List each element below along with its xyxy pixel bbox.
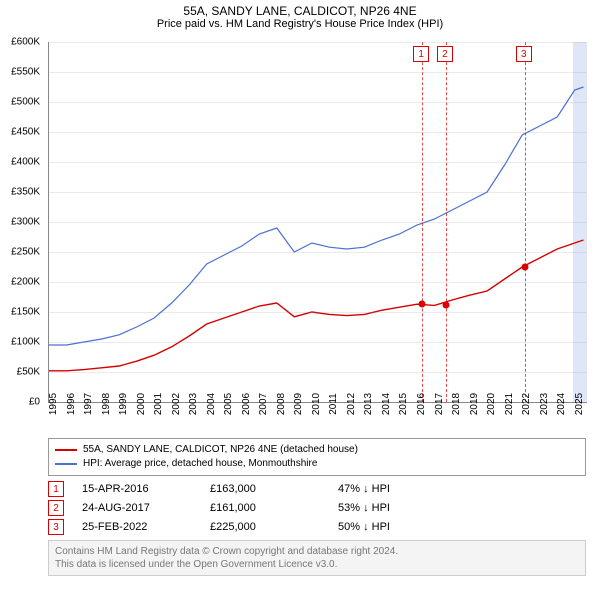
x-tick-label: 2024 (556, 393, 567, 415)
gridline (48, 72, 586, 73)
x-tick-label: 2022 (521, 393, 532, 415)
event-price: £225,000 (210, 521, 320, 533)
x-tick-label: 2008 (276, 393, 287, 415)
x-tick-label: 2017 (434, 393, 445, 415)
footer-line: This data is licensed under the Open Gov… (55, 558, 579, 571)
event-delta: 47% ↓ HPI (338, 483, 448, 495)
gridline (48, 252, 586, 253)
x-tick-label: 2015 (398, 393, 409, 415)
event-marker-box: 3 (516, 46, 532, 62)
x-tick-label: 2002 (171, 393, 182, 415)
y-tick-label: £300K (0, 217, 40, 228)
y-tick-label: £200K (0, 277, 40, 288)
legend-item: 55A, SANDY LANE, CALDICOT, NP26 4NE (det… (55, 443, 579, 457)
x-tick-label: 2011 (328, 393, 339, 415)
gridline (48, 42, 586, 43)
event-delta: 53% ↓ HPI (338, 502, 448, 514)
event-num-box: 3 (48, 519, 64, 535)
x-tick-label: 2006 (241, 393, 252, 415)
gridline (48, 372, 586, 373)
x-tick-label: 2012 (346, 393, 357, 415)
x-tick-label: 2003 (188, 393, 199, 415)
x-tick-label: 2004 (206, 393, 217, 415)
y-tick-label: £0 (0, 397, 40, 408)
x-tick-label: 2019 (469, 393, 480, 415)
x-tick-label: 2021 (504, 393, 515, 415)
y-tick-label: £150K (0, 307, 40, 318)
chart-subtitle: Price paid vs. HM Land Registry's House … (0, 18, 600, 32)
y-tick-label: £100K (0, 337, 40, 348)
x-tick-label: 1998 (101, 393, 112, 415)
gridline (48, 282, 586, 283)
event-price: £161,000 (210, 502, 320, 514)
y-tick-label: £500K (0, 97, 40, 108)
event-row: 2 24-AUG-2017 £161,000 53% ↓ HPI (48, 500, 586, 516)
x-tick-label: 2014 (381, 393, 392, 415)
x-tick-label: 2001 (153, 393, 164, 415)
x-tick-label: 2025 (574, 393, 585, 415)
event-marker-box: 2 (437, 46, 453, 62)
event-marker-box: 1 (413, 46, 429, 62)
legend-item: HPI: Average price, detached house, Monm… (55, 457, 579, 471)
x-tick-label: 2005 (223, 393, 234, 415)
event-delta: 50% ↓ HPI (338, 521, 448, 533)
legend-label: HPI: Average price, detached house, Monm… (83, 457, 317, 471)
x-tick-label: 2010 (311, 393, 322, 415)
gridline (48, 222, 586, 223)
event-dot (419, 301, 426, 308)
x-tick-label: 2023 (539, 393, 550, 415)
event-dot (442, 302, 449, 309)
event-price: £163,000 (210, 483, 320, 495)
y-tick-label: £450K (0, 127, 40, 138)
event-row: 3 25-FEB-2022 £225,000 50% ↓ HPI (48, 519, 586, 535)
event-dot (521, 264, 528, 271)
event-date: 25-FEB-2022 (82, 521, 192, 533)
y-tick-label: £350K (0, 187, 40, 198)
legend-label: 55A, SANDY LANE, CALDICOT, NP26 4NE (det… (83, 443, 358, 457)
y-tick-label: £250K (0, 247, 40, 258)
x-tick-label: 1996 (66, 393, 77, 415)
event-date: 24-AUG-2017 (82, 502, 192, 514)
x-tick-label: 1999 (118, 393, 129, 415)
x-tick-label: 2018 (451, 393, 462, 415)
legend-swatch (55, 449, 77, 451)
events-table: 1 15-APR-2016 £163,000 47% ↓ HPI 2 24-AUG-201… (48, 478, 586, 538)
y-tick-label: £50K (0, 367, 40, 378)
x-tick-label: 2020 (486, 393, 497, 415)
gridline (48, 192, 586, 193)
gridline (48, 132, 586, 133)
gridline (48, 162, 586, 163)
x-tick-label: 2013 (363, 393, 374, 415)
event-row: 1 15-APR-2016 £163,000 47% ↓ HPI (48, 481, 586, 497)
x-tick-label: 2007 (258, 393, 269, 415)
x-tick-label: 1997 (83, 393, 94, 415)
x-tick-label: 2009 (293, 393, 304, 415)
footer-box: Contains HM Land Registry data © Crown c… (48, 540, 586, 576)
gridline (48, 102, 586, 103)
y-tick-label: £550K (0, 67, 40, 78)
legend-swatch (55, 463, 77, 465)
event-date: 15-APR-2016 (82, 483, 192, 495)
x-tick-label: 2016 (416, 393, 427, 415)
legend-box: 55A, SANDY LANE, CALDICOT, NP26 4NE (det… (48, 438, 586, 476)
x-tick-label: 1995 (48, 393, 59, 415)
y-tick-label: £400K (0, 157, 40, 168)
y-tick-label: £600K (0, 37, 40, 48)
event-num-box: 2 (48, 500, 64, 516)
chart-title: 55A, SANDY LANE, CALDICOT, NP26 4NE (0, 0, 600, 18)
gridline (48, 342, 586, 343)
gridline (48, 312, 586, 313)
footer-line: Contains HM Land Registry data © Crown c… (55, 545, 579, 558)
x-tick-label: 2000 (136, 393, 147, 415)
event-num-box: 1 (48, 481, 64, 497)
